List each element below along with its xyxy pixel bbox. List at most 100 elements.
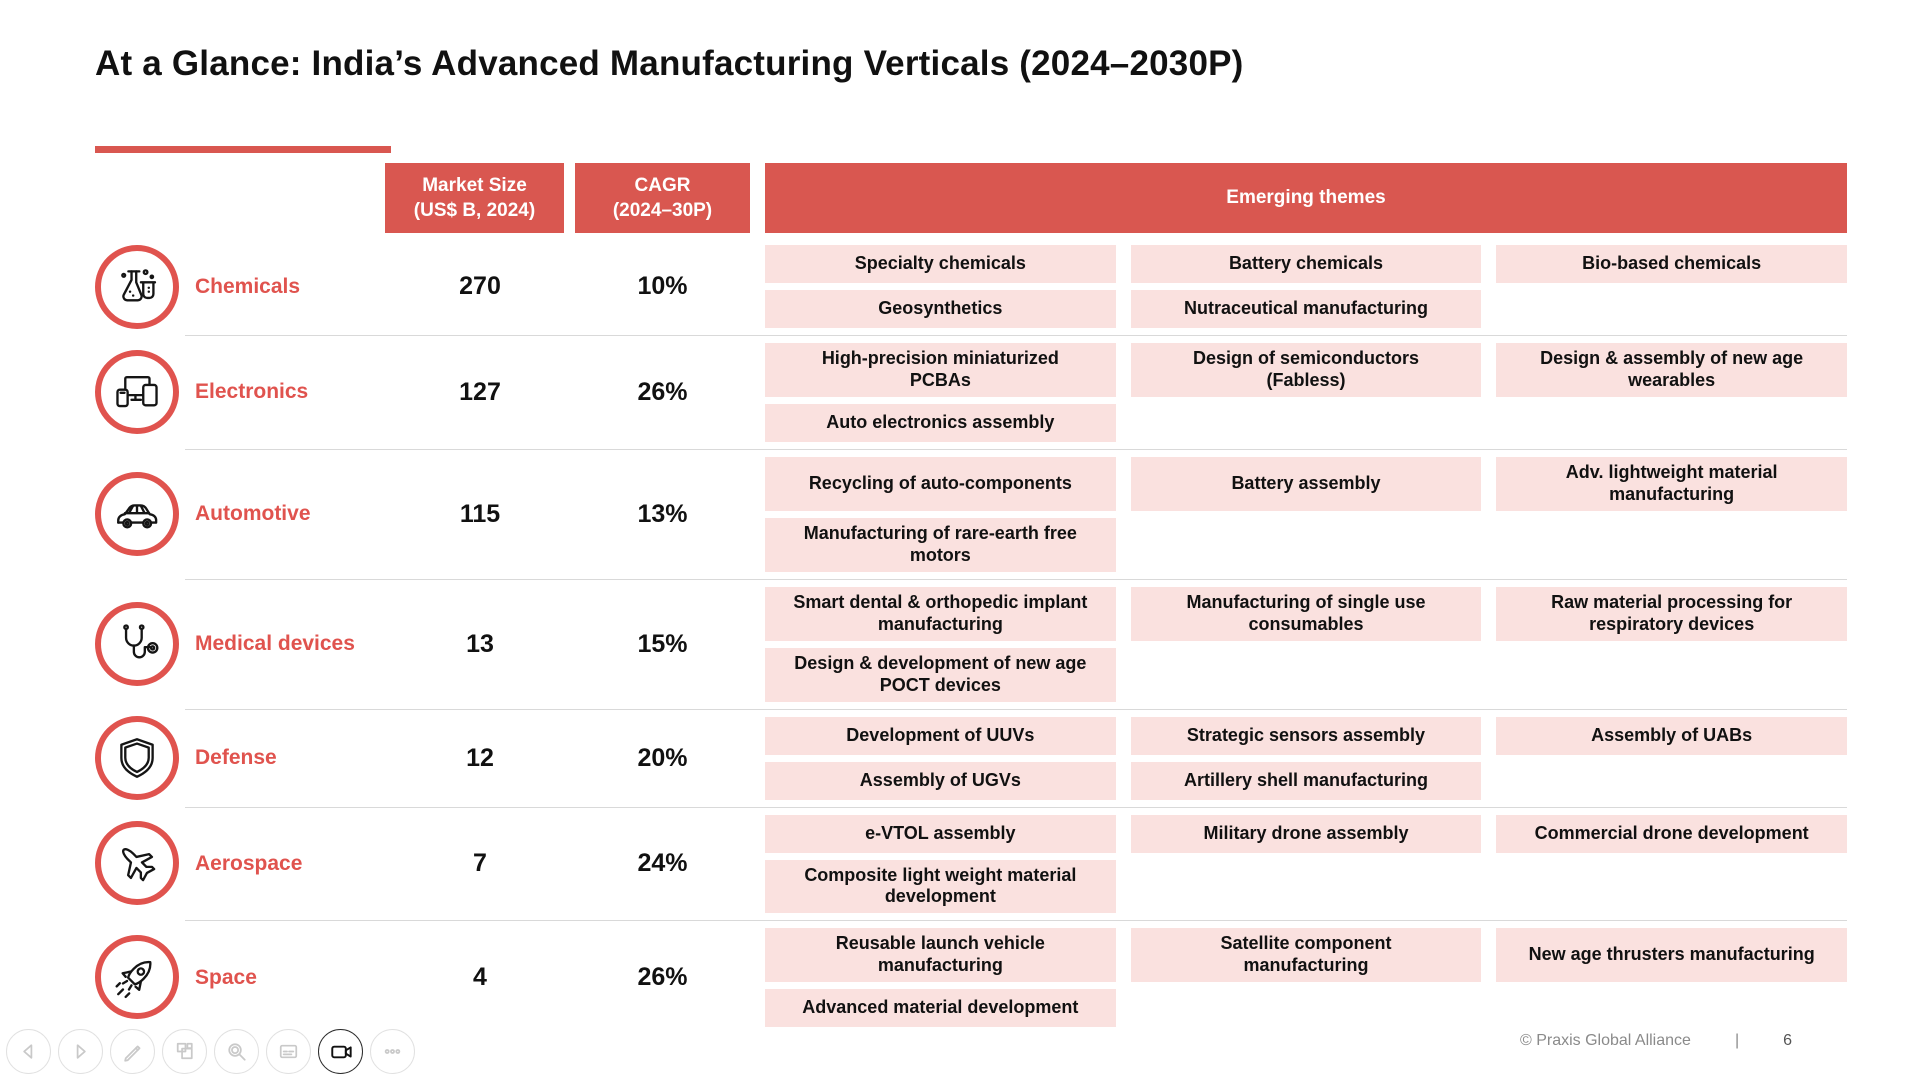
market-size-header-line1: Market Size (422, 174, 527, 196)
slides-overview-icon (169, 1036, 200, 1067)
header-spacer-icon-col (95, 163, 185, 233)
cagr-value: 26% (637, 377, 688, 406)
slide-footer: © Praxis Global Alliance | 6 (1520, 1032, 1792, 1050)
vertical-name: Aerospace (195, 851, 303, 875)
theme-box: Geosynthetics (765, 290, 1116, 328)
emerging-themes-header-label: Emerging themes (1226, 187, 1386, 209)
vertical-row-body: Automotive 115 13% Recycling of auto-compon… (185, 448, 1847, 579)
theme-box: Military drone assembly (1130, 814, 1482, 853)
vertical-icon-cell (95, 709, 185, 807)
space-rocket-icon (95, 935, 179, 1020)
theme-box: e-VTOL assembly (765, 814, 1116, 853)
theme-box: Design & development of new age POCT dev… (765, 647, 1116, 702)
cagr-value: 10% (637, 272, 688, 300)
theme-box: Bio-based chemicals (1496, 245, 1847, 283)
vertical-name: Space (195, 965, 257, 989)
camera-icon (325, 1036, 356, 1067)
vertical-icon-cell (95, 807, 185, 921)
cagr-header-line2: (2024–30P) (612, 200, 713, 221)
vertical-row-body: Medical devices 13 15% Smart dental & ortho… (185, 578, 1847, 709)
cagr-value: 24% (637, 849, 688, 878)
slides-overview-button[interactable] (162, 1029, 207, 1074)
medical-stethoscope-icon (95, 601, 179, 686)
theme-box: High-precision miniaturized PCBAs (765, 343, 1116, 397)
vertical-name: Electronics (195, 380, 309, 404)
vertical-icon-cell (95, 238, 185, 335)
vertical-row: Space 4 26% Reusable launch vehicle manufac… (95, 920, 1847, 1034)
vertical-name: Automotive (195, 502, 311, 526)
market-size-value: 13 (466, 629, 494, 658)
more-options-icon (377, 1036, 408, 1067)
previous-icon (13, 1036, 44, 1067)
themes-grid: High-precision miniaturized PCBAs Design … (750, 343, 1847, 442)
col-header-emerging-themes: Emerging themes (765, 163, 1847, 233)
theme-empty-cell (1131, 404, 1482, 442)
previous-button[interactable] (6, 1029, 51, 1074)
notes-icon (273, 1036, 304, 1067)
theme-box: Commercial drone development (1496, 814, 1847, 853)
pen-button[interactable] (110, 1029, 155, 1074)
table-header-row: Market Size (US$ B, 2024) CAGR (2024–30P… (95, 163, 1847, 233)
market-size-value: 115 (459, 499, 501, 528)
theme-box: Adv. lightweight material manufacturing (1496, 456, 1847, 511)
themes-grid: Smart dental & orthopedic implant manufa… (750, 586, 1847, 702)
theme-box: Advanced material development (765, 989, 1116, 1028)
market-size-value: 127 (459, 377, 501, 406)
theme-box: Smart dental & orthopedic implant manufa… (765, 586, 1116, 641)
theme-box: Strategic sensors assembly (1130, 716, 1482, 755)
cagr-value: 13% (637, 499, 688, 528)
notes-button[interactable] (266, 1029, 311, 1074)
cagr-value: 26% (637, 963, 688, 992)
page-number: 6 (1783, 1032, 1792, 1049)
footer-separator: | (1734, 1032, 1740, 1049)
theme-box: Assembly of UABs (1496, 716, 1847, 755)
theme-empty-cell (1496, 290, 1847, 328)
defense-shield-icon (95, 715, 179, 800)
col-header-market-size: Market Size (US$ B, 2024) (385, 163, 564, 233)
chemicals-flask-icon (95, 244, 179, 329)
market-size-value: 7 (473, 849, 487, 878)
theme-box: Composite light weight material developm… (765, 859, 1116, 914)
cagr-value: 15% (637, 629, 688, 658)
vertical-icon-cell (95, 449, 185, 579)
col-header-cagr: CAGR (2024–30P) (575, 163, 750, 233)
cagr-value: 20% (637, 743, 688, 772)
theme-empty-cell (1131, 518, 1482, 572)
theme-empty-cell (1496, 404, 1847, 442)
theme-box: Auto electronics assembly (765, 403, 1116, 442)
theme-empty-cell (1496, 762, 1847, 800)
vertical-row: Electronics 127 26% High-precision miniatur… (95, 335, 1847, 449)
theme-empty-cell (1131, 989, 1482, 1027)
vertical-row: Medical devices 13 15% Smart dental & ortho… (95, 578, 1847, 709)
copyright-text: © Praxis Global Alliance (1519, 1032, 1691, 1049)
market-size-value: 4 (473, 963, 487, 992)
market-size-header-line2: (US$ B, 2024) (413, 200, 536, 221)
camera-button[interactable] (318, 1029, 363, 1074)
vertical-row-body: Defense 12 20% Development of UUVs Strategic… (185, 708, 1847, 807)
vertical-row-body: Aerospace 7 24% e-VTOL assembly Military dro… (185, 806, 1847, 921)
theme-empty-cell (1496, 989, 1847, 1027)
theme-box: Battery assembly (1130, 456, 1482, 511)
more-options-button[interactable] (370, 1029, 415, 1074)
vertical-row-body: Space 4 26% Reusable launch vehicle manufac… (185, 920, 1847, 1034)
verticals-table: Market Size (US$ B, 2024) CAGR (2024–30P… (95, 163, 1847, 1034)
theme-box: Battery chemicals (1130, 245, 1482, 283)
theme-box: Artillery shell manufacturing (1130, 761, 1482, 800)
vertical-icon-cell (95, 920, 185, 1034)
vertical-row-body: Chemicals 270 10% Specialty chemicals Batter… (185, 238, 1847, 335)
table-body: Chemicals 270 10% Specialty chemicals Batter… (95, 238, 1847, 1034)
vertical-name: Defense (195, 746, 277, 770)
vertical-row: Automotive 115 13% Recycling of auto-compon… (95, 448, 1847, 579)
theme-empty-cell (1496, 648, 1847, 702)
aerospace-plane-icon (95, 821, 179, 906)
theme-box: Manufacturing of single use consumables (1130, 586, 1482, 641)
zoom-button[interactable] (214, 1029, 259, 1074)
next-button[interactable] (58, 1029, 103, 1074)
vertical-row-body: Electronics 127 26% High-precision miniatur… (185, 335, 1847, 449)
theme-empty-cell (1496, 860, 1847, 914)
zoom-icon (221, 1036, 252, 1067)
themes-grid: Development of UUVs Strategic sensors ass… (750, 716, 1847, 800)
theme-box: Assembly of UGVs (765, 761, 1116, 800)
title-underline (95, 146, 391, 153)
theme-box: Raw material processing for respiratory … (1496, 586, 1847, 641)
